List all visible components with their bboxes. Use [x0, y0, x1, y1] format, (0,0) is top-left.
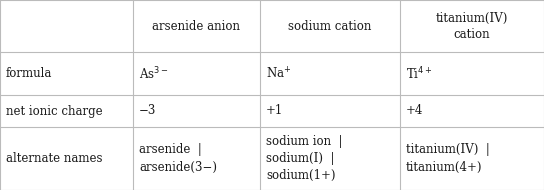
Text: Na$^{+}$: Na$^{+}$	[266, 66, 292, 81]
Text: As$^{3-}$: As$^{3-}$	[139, 65, 169, 82]
Text: titanium(IV)
cation: titanium(IV) cation	[436, 12, 508, 40]
Text: net ionic charge: net ionic charge	[6, 105, 103, 117]
Text: alternate names: alternate names	[6, 152, 102, 165]
Text: +4: +4	[406, 105, 423, 117]
Text: titanium(IV)  |
titanium(4+): titanium(IV) | titanium(4+)	[406, 143, 490, 173]
Text: Ti$^{4+}$: Ti$^{4+}$	[406, 65, 432, 82]
Text: −3: −3	[139, 105, 156, 117]
Text: sodium ion  |
sodium(I)  |
sodium(1+): sodium ion | sodium(I) | sodium(1+)	[266, 135, 343, 182]
Text: arsenide anion: arsenide anion	[152, 20, 240, 32]
Text: sodium cation: sodium cation	[288, 20, 372, 32]
Text: formula: formula	[6, 67, 52, 80]
Text: arsenide  |
arsenide(3−): arsenide | arsenide(3−)	[139, 143, 217, 173]
Text: +1: +1	[266, 105, 283, 117]
